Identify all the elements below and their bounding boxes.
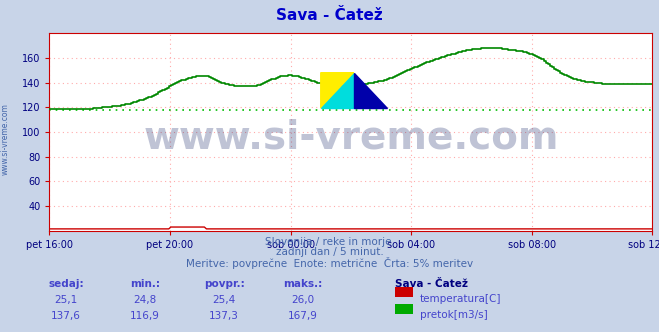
- Text: 25,4: 25,4: [212, 295, 236, 305]
- Text: Meritve: povprečne  Enote: metrične  Črta: 5% meritev: Meritve: povprečne Enote: metrične Črta:…: [186, 257, 473, 269]
- Text: zadnji dan / 5 minut.: zadnji dan / 5 minut.: [275, 247, 384, 257]
- Text: Slovenija / reke in morje.: Slovenija / reke in morje.: [264, 237, 395, 247]
- Text: min.:: min.:: [130, 279, 160, 289]
- Text: pretok[m3/s]: pretok[m3/s]: [420, 310, 488, 320]
- Text: Sava - Čatež: Sava - Čatež: [276, 8, 383, 23]
- Polygon shape: [354, 73, 387, 108]
- Text: 116,9: 116,9: [130, 311, 160, 321]
- Text: 137,6: 137,6: [51, 311, 81, 321]
- Text: www.si-vreme.com: www.si-vreme.com: [1, 104, 10, 175]
- Text: www.si-vreme.com: www.si-vreme.com: [143, 119, 559, 157]
- Polygon shape: [321, 73, 354, 108]
- Text: 167,9: 167,9: [288, 311, 318, 321]
- Polygon shape: [321, 73, 354, 108]
- Text: 25,1: 25,1: [54, 295, 78, 305]
- Text: maks.:: maks.:: [283, 279, 323, 289]
- Text: povpr.:: povpr.:: [204, 279, 244, 289]
- Text: 26,0: 26,0: [291, 295, 315, 305]
- Text: 137,3: 137,3: [209, 311, 239, 321]
- Text: 24,8: 24,8: [133, 295, 157, 305]
- Text: temperatura[C]: temperatura[C]: [420, 294, 501, 304]
- Text: Sava - Čatež: Sava - Čatež: [395, 279, 469, 289]
- Text: sedaj:: sedaj:: [48, 279, 84, 289]
